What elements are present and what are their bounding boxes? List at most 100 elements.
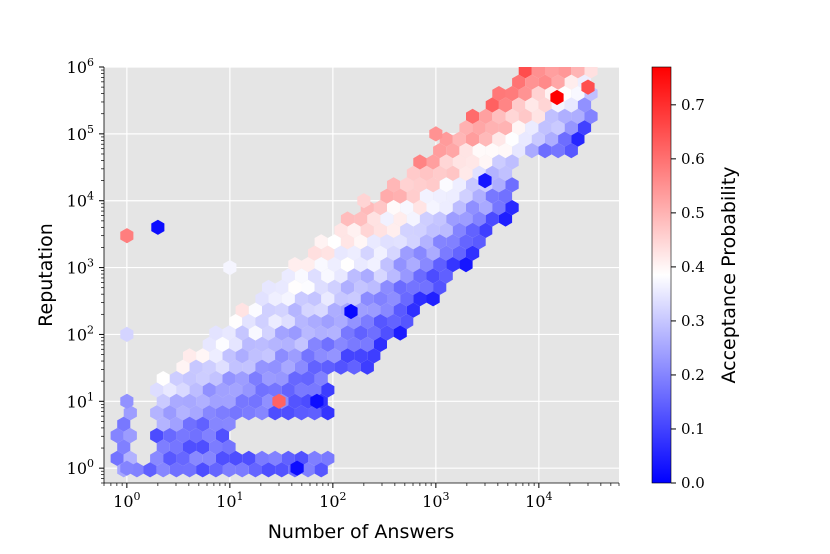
hexbin-cell: [255, 291, 269, 307]
hexbin-cell: [419, 211, 434, 227]
hexbin-cell: [130, 462, 144, 478]
hexbin-cell: [163, 382, 177, 398]
hexbin-cell: [492, 131, 506, 147]
hexbin-cell: [334, 314, 348, 330]
hexbin-cell: [452, 177, 466, 193]
hexbin-cell: [301, 302, 315, 318]
hexbin-cell: [466, 108, 480, 124]
hexbin-cell: [321, 405, 335, 421]
hexbin-cell: [215, 405, 230, 421]
hexbin-cell: [429, 126, 443, 142]
hexbin-cell: [151, 219, 165, 235]
hexbin-cell: [308, 291, 322, 307]
hexbin-cell: [360, 268, 374, 284]
hexbin-cell: [400, 177, 414, 193]
hexbin-cell: [275, 302, 289, 318]
hexbin-cell: [242, 314, 256, 330]
hexbin-cell: [459, 165, 473, 181]
hexbin-cell: [479, 200, 493, 216]
hexbin-cell: [400, 268, 414, 284]
hexbin-cell: [196, 393, 210, 409]
hexbin-cell: [222, 371, 236, 387]
hexbin-cell: [492, 154, 506, 170]
hexbin-cell: [433, 279, 447, 295]
hexbin-cell: [222, 348, 236, 364]
hexbin-cell: [419, 257, 434, 273]
hexbin-cell: [552, 52, 565, 67]
hexbin-cell: [340, 279, 355, 295]
hexbin-cell: [281, 314, 295, 330]
hexbin-cell: [452, 222, 466, 238]
hexbin-cell: [367, 348, 381, 364]
hexbin-cell: [354, 279, 368, 295]
hexbin-cell: [512, 97, 526, 113]
hexbin-cell: [479, 154, 493, 170]
hexbin-cell: [446, 165, 460, 181]
hexbin-cell: [222, 439, 236, 455]
hexbin-cell: [120, 228, 134, 244]
hexbin-cell: [354, 234, 368, 250]
hexbin-cell: [110, 450, 124, 466]
x-tick-label: 103: [422, 490, 449, 511]
hexbin-cell: [478, 173, 492, 189]
hexbin-cell: [215, 382, 230, 398]
hexbin-cell: [301, 257, 315, 273]
hexbin-cell: [321, 245, 335, 261]
hexbin-cell: [571, 67, 585, 79]
hexbin-cell: [446, 234, 460, 250]
hexbin-cell: [347, 359, 361, 375]
hexbin-cell: [321, 450, 335, 466]
hexbin-cell: [248, 371, 262, 387]
hexbin-cell: [262, 371, 276, 387]
hexbin-cell: [498, 143, 513, 159]
hexbin-cell: [571, 131, 585, 147]
hexbin-cell: [308, 268, 322, 284]
hexbin-cell: [255, 314, 269, 330]
hexbin-cell: [347, 291, 361, 307]
hexbin-cell: [452, 200, 466, 216]
colorbar-tick-label: 0.1: [681, 420, 705, 438]
hexbin-cell: [439, 222, 453, 238]
hexbin-cell: [202, 336, 216, 352]
hexbin-cell: [518, 67, 532, 79]
hexbin-cell: [578, 52, 591, 67]
hexbin-cell: [183, 393, 197, 409]
hexbin-cell: [466, 131, 480, 147]
hexbin-cell: [143, 462, 157, 478]
hexbin-cell: [433, 143, 447, 159]
hexbin-cell: [123, 405, 137, 421]
hexbin-cell: [518, 131, 532, 147]
hexbin-cell: [156, 393, 170, 409]
hexbin-cell: [360, 314, 374, 330]
hexbin-cell: [419, 234, 434, 250]
hexbin-cell: [406, 234, 420, 250]
hexbin-cell: [492, 200, 506, 216]
hexbin-cell: [466, 200, 480, 216]
hexbin-cell: [308, 336, 322, 352]
hexbin-cell: [117, 439, 131, 455]
hexbin-cell: [360, 359, 374, 375]
hexbin-cell: [505, 200, 519, 216]
colorbar-tick-label: 0.3: [681, 312, 705, 330]
hexbin-cell: [321, 359, 335, 375]
hexbin-cell: [426, 268, 440, 284]
hexbin-cell: [327, 348, 341, 364]
hexbin-cell: [564, 143, 578, 159]
hexbin-cell: [387, 291, 401, 307]
y-axis: 100 101 102 103 104 105 106: [67, 56, 105, 484]
hexbin-cell: [321, 382, 335, 398]
hexbin-cell: [387, 200, 401, 216]
hexbin-cell: [485, 143, 499, 159]
hexbin-cell: [327, 325, 341, 341]
x-axis: 100 101 102 103 104: [103, 482, 620, 511]
hexbin-cell: [229, 405, 243, 421]
hexbin-cell: [344, 303, 358, 320]
hexbin-cell: [446, 188, 460, 204]
hexbin-cell: [550, 89, 564, 106]
hexbin-cell: [334, 245, 348, 261]
hexbin-cell: [577, 120, 592, 136]
hexbin-cell: [202, 359, 216, 375]
hexbin-cell: [340, 211, 355, 227]
hexbin-cell: [433, 165, 447, 181]
hexbin-cell: [229, 359, 243, 375]
